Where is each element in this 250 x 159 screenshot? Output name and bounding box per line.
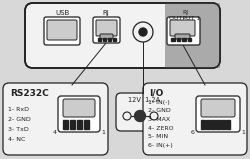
Bar — [84, 120, 89, 129]
Bar — [98, 38, 100, 41]
FancyBboxPatch shape — [143, 83, 247, 155]
FancyBboxPatch shape — [63, 99, 95, 117]
FancyBboxPatch shape — [93, 17, 120, 43]
Text: 1- IN(-): 1- IN(-) — [148, 100, 170, 105]
Text: 6: 6 — [191, 130, 195, 135]
Text: 4: 4 — [53, 130, 57, 135]
Bar — [108, 38, 110, 41]
Text: RJ
OUTPUT 1: RJ OUTPUT 1 — [170, 10, 200, 21]
Bar — [188, 38, 191, 41]
FancyBboxPatch shape — [58, 96, 100, 132]
FancyBboxPatch shape — [175, 34, 190, 39]
FancyBboxPatch shape — [96, 20, 117, 36]
Text: 5- MIN: 5- MIN — [148, 134, 168, 139]
Text: RS232C: RS232C — [10, 89, 49, 98]
Text: 4- ZERO: 4- ZERO — [148, 125, 174, 131]
Bar — [211, 120, 214, 129]
Bar — [176, 38, 180, 41]
FancyBboxPatch shape — [100, 34, 113, 39]
Text: 4- NC: 4- NC — [8, 137, 25, 142]
Text: 12V  1.2A: 12V 1.2A — [128, 97, 160, 103]
Bar — [182, 38, 186, 41]
Text: 2- GND: 2- GND — [8, 117, 31, 122]
Text: 3- MAX: 3- MAX — [148, 117, 170, 122]
Text: 6- IN(+): 6- IN(+) — [148, 142, 173, 148]
Bar — [201, 120, 204, 129]
Bar — [70, 120, 75, 129]
FancyBboxPatch shape — [196, 96, 240, 132]
Text: 3- TxD: 3- TxD — [8, 127, 29, 132]
Text: 2- GND: 2- GND — [148, 108, 171, 114]
FancyBboxPatch shape — [116, 93, 172, 131]
Text: RJ: RJ — [103, 10, 110, 16]
Text: 1- RxD: 1- RxD — [8, 107, 29, 112]
Text: USB: USB — [55, 10, 69, 16]
Bar — [221, 120, 224, 129]
FancyBboxPatch shape — [170, 20, 195, 36]
Circle shape — [139, 28, 147, 36]
FancyBboxPatch shape — [25, 3, 220, 68]
FancyBboxPatch shape — [201, 99, 235, 117]
FancyBboxPatch shape — [44, 17, 80, 45]
Bar — [216, 120, 220, 129]
Bar — [226, 120, 230, 129]
Text: 1: 1 — [101, 130, 105, 135]
Bar — [112, 38, 116, 41]
Text: I/O: I/O — [149, 89, 164, 98]
Bar — [171, 38, 174, 41]
Bar — [206, 120, 210, 129]
FancyBboxPatch shape — [167, 17, 200, 45]
FancyBboxPatch shape — [47, 20, 77, 40]
Bar — [102, 38, 106, 41]
Text: 1: 1 — [241, 130, 245, 135]
Circle shape — [134, 111, 145, 121]
FancyBboxPatch shape — [165, 3, 220, 68]
FancyBboxPatch shape — [3, 83, 108, 155]
Bar — [63, 120, 68, 129]
Bar — [77, 120, 82, 129]
